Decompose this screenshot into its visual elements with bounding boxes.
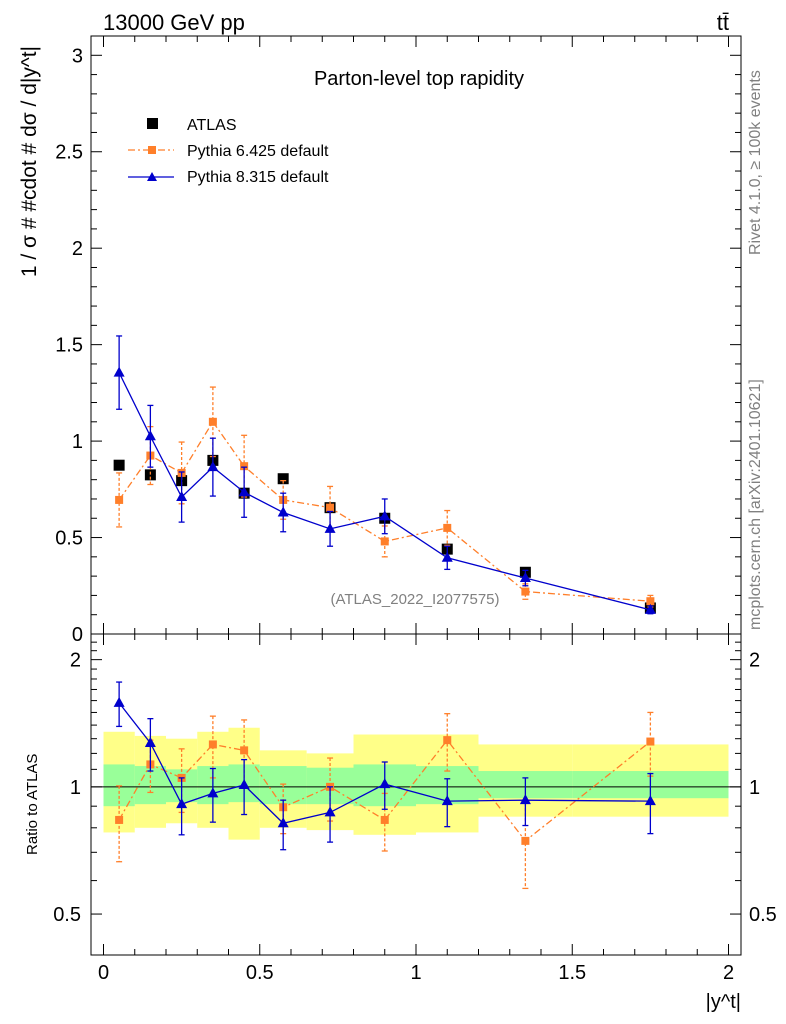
pythia8-ratio-point — [176, 798, 188, 809]
ratio-y-tick-label: 0.5 — [53, 904, 81, 926]
pythia8-ratio-point — [379, 778, 391, 789]
pythia8-main-point — [277, 506, 289, 517]
main-y-tick-label: 3 — [72, 45, 83, 67]
ratio-y-tick-label: 1 — [70, 777, 81, 799]
pythia6-main-point — [326, 503, 335, 512]
ratio-y-tick-label-right: 0.5 — [749, 904, 777, 926]
ratio-y-tick-label: 2 — [70, 650, 81, 672]
pythia6-ratio-point — [208, 740, 217, 749]
pythia6-main-point — [208, 417, 217, 426]
x-tick-label: 0.5 — [246, 962, 274, 984]
analysis-watermark: (ATLAS_2022_I2077575) — [330, 591, 499, 608]
pythia8-main-point — [441, 551, 453, 562]
pythia6-main-point — [521, 587, 530, 596]
pythia6-ratio-point — [115, 815, 124, 824]
main-y-tick-label: 2 — [72, 238, 83, 260]
main-y-axis-label: 1 / σ # #cdot # dσ / d|y^t| — [18, 46, 41, 277]
atlas-data-point — [144, 469, 156, 481]
main-y-tick-label: 2.5 — [55, 142, 83, 164]
pythia8-ratio-point — [277, 817, 289, 828]
legend-marker-pythia6 — [148, 146, 156, 154]
x-tick-label: 2 — [723, 962, 734, 984]
main-plot-panel: 00.511.522.53 Parton-level top rapidity … — [18, 35, 742, 646]
legend: ATLAS Pythia 6.425 default Pythia 8.315 … — [128, 117, 329, 186]
pythia8-ratio-point — [238, 779, 250, 790]
legend-marker-atlas — [147, 118, 158, 129]
x-tick-label: 1 — [410, 962, 421, 984]
pythia6-main-point — [380, 537, 389, 546]
mcplots-label: mcplots.cern.ch [arXiv:2401.10621] — [747, 379, 764, 630]
pythia8-ratio-point — [644, 795, 656, 806]
main-y-tick-label: 0.5 — [55, 528, 83, 550]
pythia8-main-point — [238, 486, 250, 497]
energy-label: 13000 GeV pp — [103, 10, 245, 35]
pythia6-ratio-point — [443, 736, 452, 745]
pythia6-main-point — [443, 523, 452, 532]
pythia8-main-point — [144, 430, 156, 441]
pythia8-ratio-point — [113, 696, 125, 707]
main-y-tick-label: 0 — [72, 624, 83, 646]
pythia8-main-point — [324, 522, 336, 533]
main-y-tick-label: 1 — [72, 431, 83, 453]
pythia6-ratio-point — [380, 815, 389, 824]
main-y-tick-label: 1.5 — [55, 335, 83, 357]
pythia8-main-point — [207, 461, 219, 472]
x-tick-label: 0 — [98, 962, 109, 984]
pythia8-ratio-point — [324, 806, 336, 817]
legend-marker-pythia8 — [147, 172, 157, 181]
legend-label-atlas: ATLAS — [187, 117, 237, 134]
process-label: tt̄ — [717, 10, 729, 35]
pythia8-main-point — [176, 491, 188, 502]
pythia6-ratio-point — [646, 737, 655, 746]
pythia8-main-point — [113, 366, 125, 377]
ratio-y-axis-label: Ratio to ATLAS — [24, 754, 41, 855]
rivet-version-label: Rivet 4.1.0, ≥ 100k events — [747, 70, 764, 255]
pythia6-ratio-point — [240, 746, 249, 755]
pythia8-main-point — [644, 603, 656, 614]
pythia6-main-point — [646, 597, 655, 606]
pythia8-ratio-point — [207, 787, 219, 798]
pythia8-ratio-point — [144, 736, 156, 747]
ratio-y-tick-label-right: 1 — [749, 777, 760, 799]
pythia6-main-point — [240, 462, 249, 471]
pythia6-ratio-point — [521, 836, 530, 845]
atlas-data-point — [113, 459, 125, 471]
pythia8-main-point — [379, 510, 391, 521]
pythia8-ratio-point — [441, 795, 453, 806]
pythia8-main-point — [519, 572, 531, 583]
legend-label-pythia8: Pythia 8.315 default — [187, 169, 329, 186]
legend-label-pythia6: Pythia 6.425 default — [187, 143, 329, 160]
x-axis-label: |y^t| — [706, 991, 741, 1013]
ratio-y-tick-label-right: 2 — [749, 650, 760, 672]
pythia8-ratio-point — [519, 794, 531, 805]
pythia6-main-point — [115, 495, 124, 504]
atlas-data-point — [277, 473, 289, 485]
pythia8-main-line — [118, 372, 651, 611]
main-plot-title: Parton-level top rapidity — [314, 68, 524, 90]
ratio-plot-panel: 0.5 0.5 1 1 2 2 0 0.5 1 1.5 2 Ratio to ATLAS |y^t| — [24, 633, 777, 1013]
x-tick-label: 1.5 — [558, 962, 586, 984]
